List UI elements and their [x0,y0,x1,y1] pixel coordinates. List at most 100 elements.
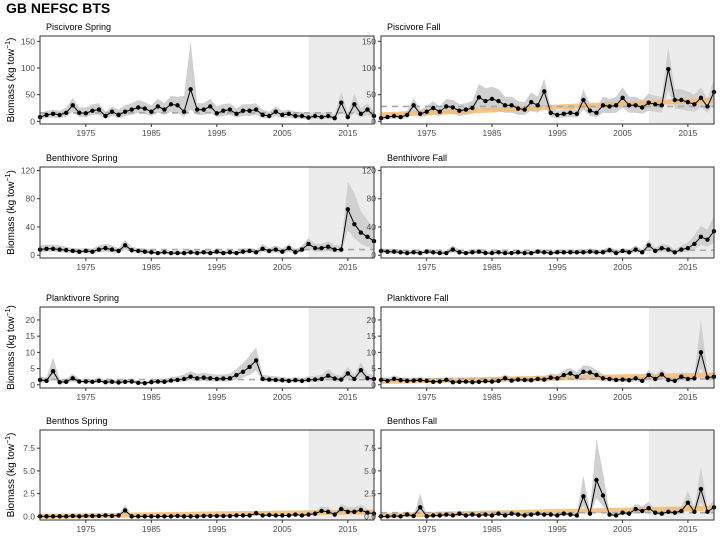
data-point [561,111,567,117]
data-point [548,512,553,517]
data-point [57,379,62,385]
data-point [692,102,697,107]
data-point [280,513,285,518]
data-point [483,98,488,104]
x-tick-label: 2005 [613,262,632,272]
data-point [666,247,671,252]
x-tick-label: 1985 [142,128,161,138]
data-point [672,378,678,384]
data-point [411,513,416,519]
panel-border [380,35,715,125]
data-point [437,379,442,384]
data-point [44,246,49,252]
data-point [476,379,482,385]
data-point [44,112,49,118]
data-point [626,250,632,255]
data-point [50,514,56,519]
data-point [253,107,259,112]
data-point [457,379,462,385]
data-point [319,508,324,514]
x-tick-label: 1975 [76,262,95,272]
panel-title: Benthos Spring [46,416,108,426]
data-point [555,112,560,118]
data-point [109,109,115,114]
panel: Piscivore Spring 0 50 100 150 1975 1985 1995 200… [5,22,377,138]
data-point [417,111,423,117]
data-point [444,250,449,256]
data-point [561,250,567,255]
x-tick-label: 1995 [548,392,567,402]
data-point [129,514,134,519]
data-point [267,248,272,254]
data-point [63,110,69,116]
data-point [162,250,167,255]
data-point [679,247,684,252]
data-point [391,376,397,382]
data-point [535,376,540,382]
data-point [325,509,331,515]
data-point [299,378,305,384]
data-point [476,249,482,254]
data-point [613,377,619,383]
data-point [398,514,403,519]
data-point [411,103,416,108]
x-tick-label: 1975 [76,128,95,138]
x-tick-label: 1985 [142,392,161,402]
data-point [470,250,475,255]
data-point [221,108,226,113]
data-point [129,248,134,253]
data-point [339,506,344,512]
data-point [70,513,75,519]
panel-title: Benthos Fall [387,416,437,426]
data-point [581,369,586,374]
data-point [188,514,193,519]
data-point [234,250,239,256]
uncertainty-ribbon [40,181,374,255]
data-point [483,250,488,256]
data-point [155,379,161,384]
data-point [626,103,632,108]
data-point [214,513,220,519]
data-point [181,250,187,256]
data-point [57,112,62,118]
data-point [358,367,364,373]
x-tick-label: 1975 [417,262,436,272]
y-axis-label: Biomass (kg tow−1) [5,433,17,518]
x-tick-label: 1995 [548,128,567,138]
data-point [404,378,410,384]
data-point [587,370,593,375]
data-point [175,103,180,108]
data-point [561,372,567,378]
data-point [587,249,593,254]
data-point [489,513,495,518]
series-line [39,359,375,384]
y-tick-label: 40 [367,222,377,232]
data-point [247,513,252,518]
data-point [574,513,580,518]
data-point [339,377,344,382]
data-point [561,511,567,516]
data-point [77,514,82,519]
panel: Benthos Fall 0.0 2.5 5.0 7.5 1975 1985 1995 2005… [364,416,717,534]
y-tick-label: 100 [362,63,376,73]
data-point [352,221,357,227]
data-point [692,241,697,247]
x-tick-label: 1975 [417,524,436,534]
data-point [103,245,108,251]
data-point [594,250,599,255]
x-tick-label: 1995 [207,524,226,534]
y-tick-label: 5 [371,364,376,374]
data-point [109,513,115,519]
data-point [626,378,632,383]
data-point [319,376,324,382]
data-point [293,512,298,517]
data-point [319,114,324,120]
data-point [90,513,95,519]
x-tick-label: 1975 [417,392,436,402]
data-point [50,368,56,374]
data-point [293,250,298,255]
data-point [122,508,128,513]
data-point [286,245,292,251]
y-tick-label: 50 [26,90,36,100]
data-point [653,376,658,382]
